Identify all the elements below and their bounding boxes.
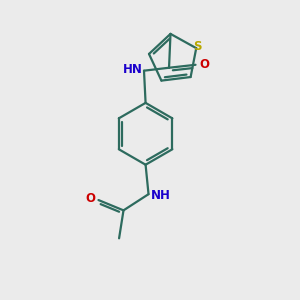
Text: S: S	[194, 40, 202, 53]
Text: O: O	[85, 192, 95, 205]
Text: NH: NH	[151, 189, 171, 202]
Text: O: O	[200, 58, 209, 71]
Text: HN: HN	[123, 63, 143, 76]
